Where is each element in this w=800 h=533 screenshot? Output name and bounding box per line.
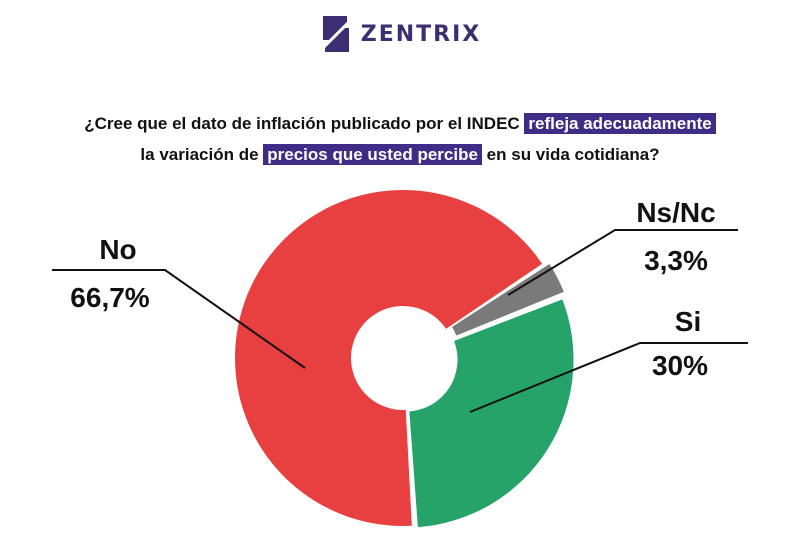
slice-value-nsnc: 3,3% [644, 245, 708, 276]
leader-line-no [52, 269, 306, 369]
question-highlight-1: refleja adecuadamente [524, 113, 716, 134]
question-highlight-2: precios que usted percibe [263, 144, 482, 165]
donut-slices [234, 189, 574, 528]
brand-name: ZENTRIX [360, 21, 482, 47]
leader-lines [52, 229, 748, 413]
slice-value-si: 30% [652, 350, 708, 381]
slice-nsnc [451, 263, 564, 336]
question-part-3: en su vida cotidiana? [481, 145, 660, 164]
leader-line-nsnc [507, 229, 738, 296]
slice-label-nsnc: Ns/Nc [636, 197, 715, 228]
chart-question: ¿Cree que el dato de inflación publicado… [0, 108, 800, 170]
question-part-1: ¿Cree que el dato de inflación publicado… [84, 114, 525, 133]
slice-value-no: 66,7% [70, 282, 149, 313]
slice-label-si: Si [675, 306, 701, 337]
leader-line-si [469, 342, 748, 413]
slice-label-no: No [99, 234, 136, 265]
question-part-2: la variación de [140, 145, 264, 164]
slice-si [409, 299, 574, 528]
brand-logo: ZENTRIX [0, 14, 800, 54]
zentrix-logo-icon [319, 16, 352, 52]
slice-no [234, 189, 543, 526]
